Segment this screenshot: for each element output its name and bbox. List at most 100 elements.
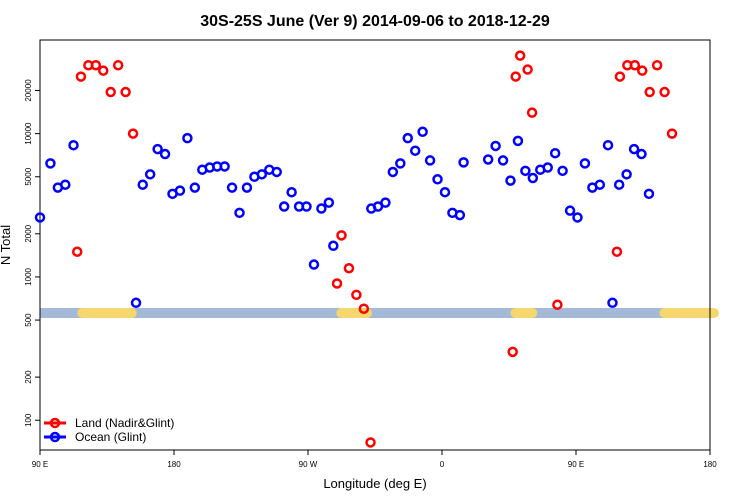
land-point <box>614 71 626 82</box>
x-axis: 90 E 180 90 W 0 90 E 180 <box>32 450 717 469</box>
ocean-point <box>512 135 524 147</box>
land-point <box>526 107 538 118</box>
land-point <box>651 59 663 71</box>
ocean-point <box>417 126 428 138</box>
land-point <box>351 289 362 301</box>
land-point <box>507 346 518 358</box>
threshold-band <box>40 308 719 319</box>
ocean-point <box>286 186 297 198</box>
plot-frame <box>39 39 711 451</box>
band-land-segment <box>77 308 137 319</box>
ocean-point <box>636 148 647 160</box>
ocean-point <box>152 143 163 155</box>
ocean-point <box>328 240 339 252</box>
ocean-point <box>454 209 466 221</box>
x-tick-label: 90 E <box>568 460 584 469</box>
ocean-point <box>234 207 245 219</box>
ocean-point <box>174 185 186 196</box>
ocean-point <box>482 154 494 165</box>
ocean-point <box>505 175 516 186</box>
ocean-point <box>387 166 399 178</box>
legend-label-land: Land (Nadir&Glint) <box>75 416 174 430</box>
ocean-point <box>256 169 268 180</box>
ocean-point <box>432 174 443 185</box>
legend: Land (Nadir&Glint) Ocean (Glint) <box>44 416 174 444</box>
y-tick-label: 500 <box>24 313 33 327</box>
ocean-point <box>380 197 391 208</box>
x-tick-label: 180 <box>703 460 717 469</box>
ocean-point <box>316 203 327 214</box>
ocean-point <box>579 158 591 169</box>
legend-marker-ocean <box>49 431 61 443</box>
ocean-point <box>520 165 531 177</box>
y-tick-label: 100 <box>24 413 33 427</box>
land-point <box>98 65 109 76</box>
ocean-point <box>424 155 436 166</box>
ocean-point <box>60 179 71 190</box>
chart-title: 30S-25S June (Ver 9) 2014-09-06 to 2018-… <box>200 13 550 30</box>
ocean-point <box>542 162 553 173</box>
ocean-point <box>45 158 56 169</box>
ocean-point <box>628 143 640 155</box>
band-land-segment <box>659 308 719 319</box>
land-point <box>365 437 376 448</box>
land-point <box>514 50 526 61</box>
ocean-point <box>490 140 501 152</box>
ocean-point <box>271 166 282 178</box>
land-point <box>358 303 370 314</box>
ocean-point <box>458 157 469 168</box>
y-tick-label: 20000 <box>24 79 33 102</box>
ocean-point <box>594 179 606 190</box>
y-axis: 100 200 500 1000 2000 5000 10000 20000 <box>24 79 40 427</box>
land-point <box>343 262 355 274</box>
land-point <box>522 64 533 75</box>
y-tick-label: 1000 <box>24 267 33 285</box>
ocean-point <box>557 165 568 177</box>
ocean-point <box>439 186 451 198</box>
ocean-point <box>395 158 406 169</box>
land-point <box>644 86 655 98</box>
x-tick-label: 90 W <box>299 460 318 469</box>
x-axis-label: Longitude (deg E) <box>323 476 426 491</box>
ocean-point <box>182 132 193 144</box>
ocean-point <box>621 169 632 180</box>
ocean-point <box>607 297 618 309</box>
y-tick-label: 2000 <box>24 224 33 242</box>
y-axis-label: N Total <box>0 225 13 265</box>
x-tick-label: 0 <box>440 460 445 469</box>
ocean-point <box>613 179 625 190</box>
band-land-segment <box>510 308 538 319</box>
ocean-point <box>159 148 171 160</box>
ocean-point <box>226 182 238 193</box>
ocean-point <box>572 212 583 223</box>
ocean-point <box>497 155 509 166</box>
ocean-point <box>278 201 290 212</box>
legend-marker-land <box>49 417 61 429</box>
ocean-point <box>564 205 576 216</box>
ocean-point <box>409 145 421 156</box>
land-point <box>90 59 102 71</box>
land-point <box>611 246 623 257</box>
ocean-point <box>68 139 79 151</box>
ocean-point <box>34 212 46 223</box>
ocean-point <box>602 139 614 151</box>
ocean-point <box>137 179 148 190</box>
land-point <box>637 65 648 76</box>
land-point <box>666 128 678 139</box>
y-tick-label: 5000 <box>24 167 33 185</box>
land-point <box>552 299 563 310</box>
land-point <box>510 71 521 82</box>
ocean-point <box>527 172 539 184</box>
ocean-point <box>323 197 335 208</box>
land-point <box>336 230 347 241</box>
ocean-point <box>144 169 156 180</box>
y-tick-label: 200 <box>24 370 33 384</box>
ocean-point <box>301 201 312 212</box>
ocean-point <box>643 188 655 200</box>
band-land-segment <box>336 308 373 319</box>
band-ocean-segment <box>40 308 710 319</box>
ocean-point <box>308 259 320 270</box>
land-point <box>105 86 116 98</box>
land-point <box>71 246 83 257</box>
